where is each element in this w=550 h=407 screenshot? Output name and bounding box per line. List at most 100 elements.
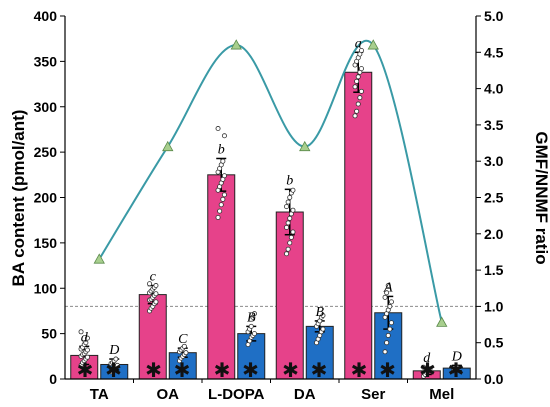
data-point [220,158,226,164]
data-point [421,364,427,370]
significance-letter: B [247,310,256,325]
data-point [354,108,360,114]
data-point [285,220,291,226]
asterisk-marker: ✱ [105,358,122,382]
y-tick-label-right: 1.0 [484,298,504,314]
significance-letter: c [150,270,157,285]
y-tick-label-right: 0.0 [484,371,504,387]
data-point [290,229,296,235]
significance-letter: b [286,173,293,188]
y-tick-label-left: 400 [34,8,58,24]
y-tick-label-right: 4.5 [484,44,504,60]
y-tick-label-right: 2.5 [484,190,504,206]
data-point [427,366,433,372]
data-point [285,246,291,252]
asterisk-marker: ✱ [351,358,368,382]
data-point [358,47,364,53]
data-point [248,323,254,329]
data-point [358,88,364,94]
data-point [114,362,120,368]
data-point [385,332,391,338]
data-point [251,331,257,337]
significance-letter: a [355,36,362,51]
data-point [290,187,296,193]
asterisk-marker: ✱ [311,358,328,382]
data-point [354,78,360,84]
x-tick-label: OA [157,386,180,403]
data-point [153,299,159,305]
data-point [388,299,394,305]
data-point [320,312,326,318]
data-point [284,224,290,230]
asterisk-marker: ✱ [77,358,94,382]
data-point [382,349,388,355]
significance-letter: D [108,343,119,358]
data-point [288,234,294,240]
data-point [215,126,221,132]
data-point [181,343,187,349]
data-point [84,335,90,341]
ratio-marker [162,140,174,152]
data-point [352,113,358,119]
asterisk-marker: ✱ [448,358,465,382]
data-point [287,194,293,200]
ratio-marker [230,39,242,50]
significance-letter: d [423,351,431,366]
data-point [387,326,393,332]
data-point [284,204,290,210]
asterisk-marker: ✱ [174,358,191,382]
ratio-marker [367,39,379,50]
data-point [83,340,89,346]
data-point [287,215,293,221]
data-point [454,364,460,370]
data-point [287,240,293,246]
y-tick-label-left: 100 [34,280,58,296]
significance-letter: A [383,280,393,295]
ratio-marker [436,316,448,327]
y-axis-label-right: GMF/NNMF ratio [532,131,550,264]
asterisk-marker: ✱ [242,358,259,382]
bar-series-2-OA [168,352,197,380]
asterisk-marker: ✱ [282,358,299,382]
data-point [251,311,257,317]
data-point [358,66,364,72]
y-tick-label-left: 150 [34,235,58,251]
data-point [215,214,221,220]
data-point [357,95,363,101]
asterisk-marker: ✱ [214,358,231,382]
significance-letter: C [178,332,188,347]
data-point [320,326,326,332]
x-tick-label: TA [90,386,109,403]
data-point [220,196,226,202]
significance-letter: B [315,305,324,320]
data-point [147,281,153,287]
data-point [221,192,227,198]
data-point [355,74,361,80]
y-tick-label-left: 300 [34,99,58,115]
data-point [352,84,358,90]
data-point [382,294,388,300]
ratio-marker [299,140,311,152]
data-point [384,290,390,296]
data-point [153,283,159,289]
data-point [84,354,90,360]
data-point [384,340,390,346]
data-point [78,329,84,335]
asterisk-marker: ✱ [379,358,396,382]
y-tick-label-right: 3.5 [484,117,504,133]
significance-letter: b [218,142,225,157]
x-tick-label: Ser [361,386,385,403]
bar-series-1-Ser [344,71,373,380]
y-tick-label-right: 2.0 [484,226,504,242]
y-tick-label-right: 0.5 [484,335,504,351]
asterisk-marker: ✱ [145,358,162,382]
y-tick-label-right: 4.0 [484,81,504,97]
y-tick-label-left: 0 [49,371,57,387]
x-tick-label: Mel [429,386,454,403]
significance-letter: d [81,330,89,345]
x-tick-label: DA [294,386,316,403]
data-point [388,320,394,326]
y-axis-label-left: BA content (pmol/ant) [9,110,28,287]
y-tick-label-left: 50 [41,326,57,342]
data-point [387,303,393,309]
